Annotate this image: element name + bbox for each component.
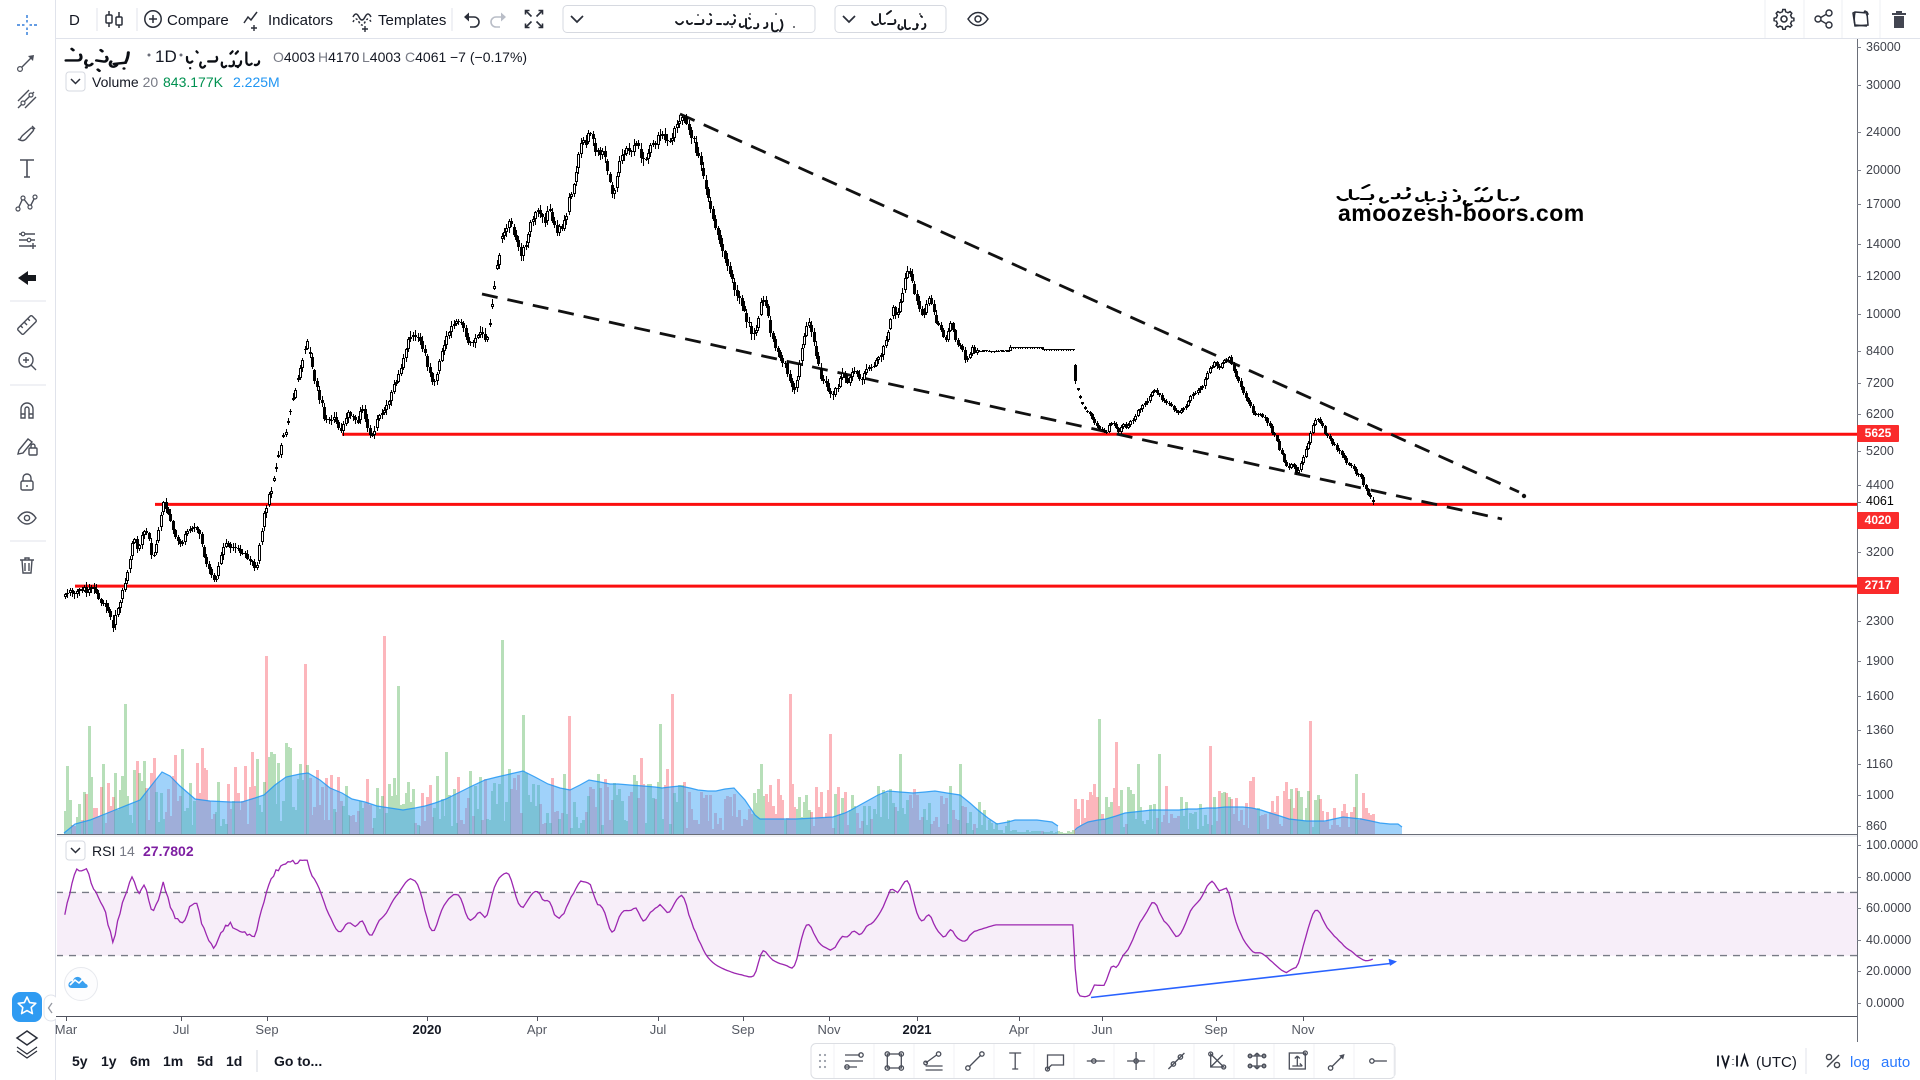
- svg-text:(UTC): (UTC): [1756, 1054, 1797, 1071]
- svg-text:Compare: Compare: [167, 12, 229, 29]
- svg-text:1y: 1y: [101, 1053, 117, 1069]
- svg-text:2.225M: 2.225M: [233, 74, 280, 90]
- svg-text:RSI 14: RSI 14: [92, 843, 135, 859]
- svg-text:D: D: [69, 12, 80, 29]
- svg-text:Volume 20: Volume 20: [92, 74, 158, 90]
- svg-text:C4061: C4061: [405, 49, 446, 65]
- svg-text:O4003: O4003: [273, 49, 315, 65]
- svg-text:amoozesh-boors.com: amoozesh-boors.com: [1338, 200, 1585, 226]
- svg-text:5y: 5y: [72, 1053, 88, 1069]
- svg-text:H4170: H4170: [318, 49, 359, 65]
- svg-text:1d: 1d: [226, 1053, 242, 1069]
- svg-text:1D: 1D: [155, 47, 177, 66]
- svg-text:−7 (−0.17%): −7 (−0.17%): [450, 49, 527, 65]
- svg-text:Templates: Templates: [378, 12, 446, 29]
- svg-text:843.177K: 843.177K: [163, 74, 224, 90]
- svg-text:log: log: [1850, 1054, 1870, 1071]
- svg-text:Indicators: Indicators: [268, 12, 333, 29]
- svg-text:27.7802: 27.7802: [143, 843, 194, 859]
- svg-text:5d: 5d: [197, 1053, 213, 1069]
- svg-text:auto: auto: [1881, 1054, 1910, 1071]
- svg-text:6m: 6m: [130, 1053, 150, 1069]
- svg-text:L4003: L4003: [362, 49, 401, 65]
- svg-text:Go to...: Go to...: [274, 1053, 322, 1069]
- svg-text:1m: 1m: [163, 1053, 183, 1069]
